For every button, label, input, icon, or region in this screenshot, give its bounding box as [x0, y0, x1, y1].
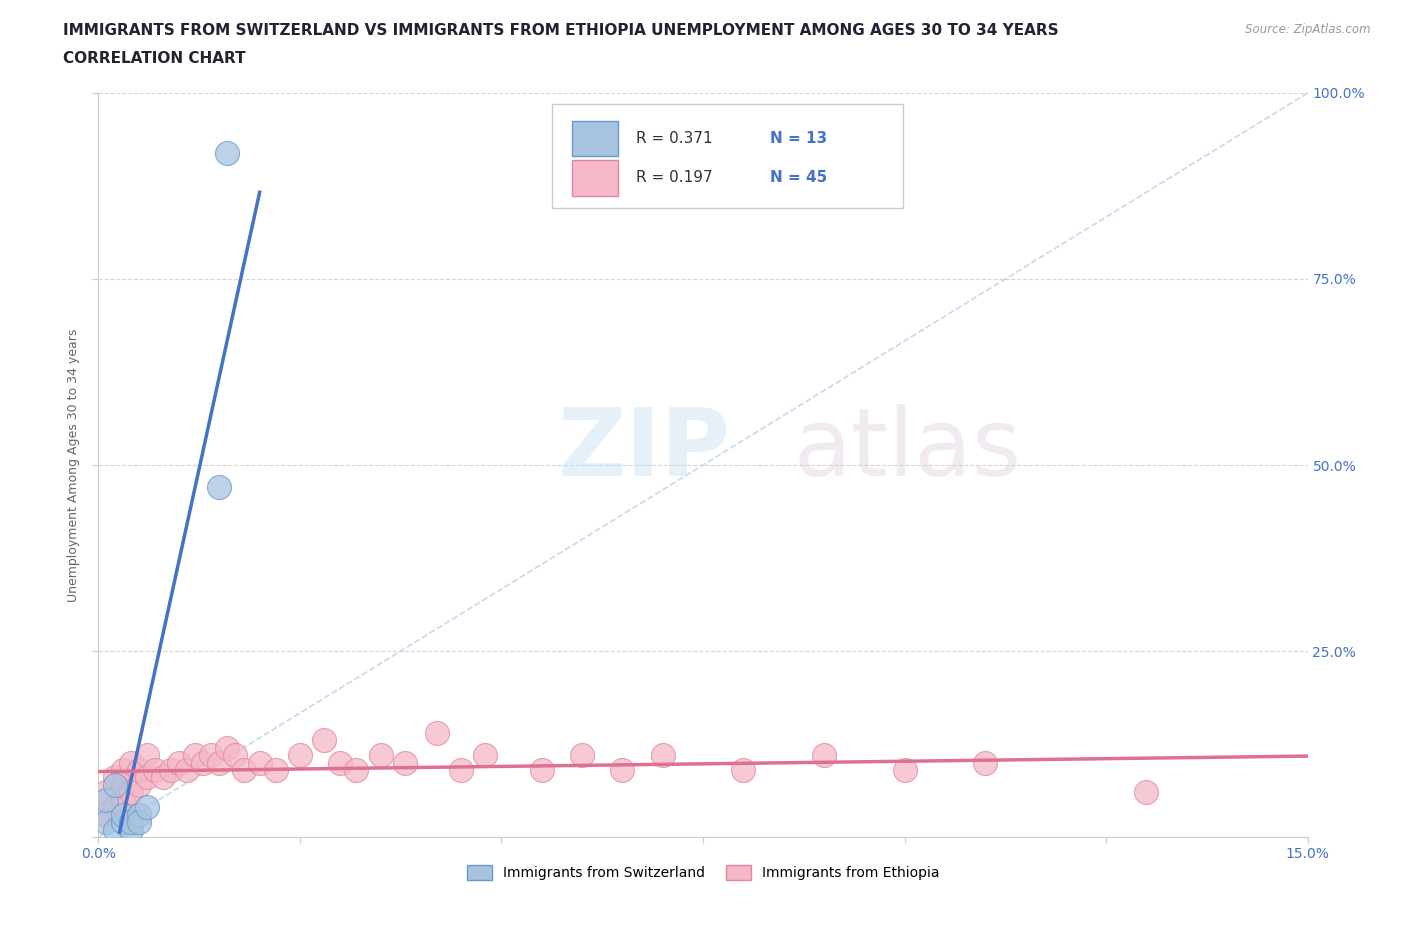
Point: [135, 800, 157, 815]
Bar: [572, 121, 619, 156]
Point: [160, 763, 183, 777]
Point: [232, 763, 254, 777]
Text: N = 45: N = 45: [769, 170, 827, 185]
Point: [135, 748, 157, 763]
Point: [103, 777, 125, 792]
Point: [733, 763, 755, 777]
Text: CORRELATION CHART: CORRELATION CHART: [63, 51, 246, 66]
Point: [249, 755, 271, 770]
Text: atlas: atlas: [793, 405, 1022, 496]
Text: N = 13: N = 13: [769, 131, 827, 146]
Point: [450, 763, 472, 777]
Point: [208, 480, 231, 495]
Point: [128, 807, 150, 822]
Point: [135, 770, 157, 785]
Point: [426, 725, 449, 740]
Point: [200, 748, 222, 763]
Point: [103, 770, 125, 785]
Text: ZIP: ZIP: [558, 405, 731, 496]
Point: [120, 815, 142, 830]
Point: [184, 748, 207, 763]
Point: [111, 777, 134, 792]
Point: [314, 733, 336, 748]
Point: [370, 748, 392, 763]
Point: [651, 748, 673, 763]
Y-axis label: Unemployment Among Ages 30 to 34 years: Unemployment Among Ages 30 to 34 years: [66, 328, 80, 602]
Point: [111, 815, 134, 830]
Point: [344, 763, 367, 777]
Point: [96, 815, 118, 830]
Point: [288, 748, 311, 763]
Bar: [572, 160, 619, 195]
Point: [176, 763, 198, 777]
Point: [217, 145, 239, 160]
Point: [329, 755, 352, 770]
Point: [571, 748, 593, 763]
Point: [111, 763, 134, 777]
Point: [394, 755, 416, 770]
Text: Source: ZipAtlas.com: Source: ZipAtlas.com: [1246, 23, 1371, 36]
Point: [813, 748, 835, 763]
Point: [120, 755, 142, 770]
Point: [224, 748, 246, 763]
Point: [103, 822, 125, 837]
Legend: Immigrants from Switzerland, Immigrants from Ethiopia: Immigrants from Switzerland, Immigrants …: [461, 860, 945, 886]
Point: [167, 755, 190, 770]
Point: [120, 822, 142, 837]
Point: [974, 755, 997, 770]
Point: [264, 763, 287, 777]
Point: [612, 763, 634, 777]
Point: [111, 792, 134, 807]
Point: [128, 777, 150, 792]
Point: [193, 755, 215, 770]
Point: [96, 792, 118, 807]
Point: [143, 763, 166, 777]
Point: [128, 815, 150, 830]
Point: [152, 770, 174, 785]
Point: [217, 740, 239, 755]
Point: [1135, 785, 1157, 800]
Point: [128, 763, 150, 777]
Point: [96, 807, 118, 822]
FancyBboxPatch shape: [551, 104, 903, 208]
Text: IMMIGRANTS FROM SWITZERLAND VS IMMIGRANTS FROM ETHIOPIA UNEMPLOYMENT AMONG AGES : IMMIGRANTS FROM SWITZERLAND VS IMMIGRANT…: [63, 23, 1059, 38]
Point: [96, 785, 118, 800]
Text: R = 0.371: R = 0.371: [637, 131, 713, 146]
Point: [111, 807, 134, 822]
Point: [103, 800, 125, 815]
Point: [530, 763, 553, 777]
Point: [893, 763, 915, 777]
Text: R = 0.197: R = 0.197: [637, 170, 713, 185]
Point: [208, 755, 231, 770]
Point: [474, 748, 496, 763]
Point: [120, 785, 142, 800]
